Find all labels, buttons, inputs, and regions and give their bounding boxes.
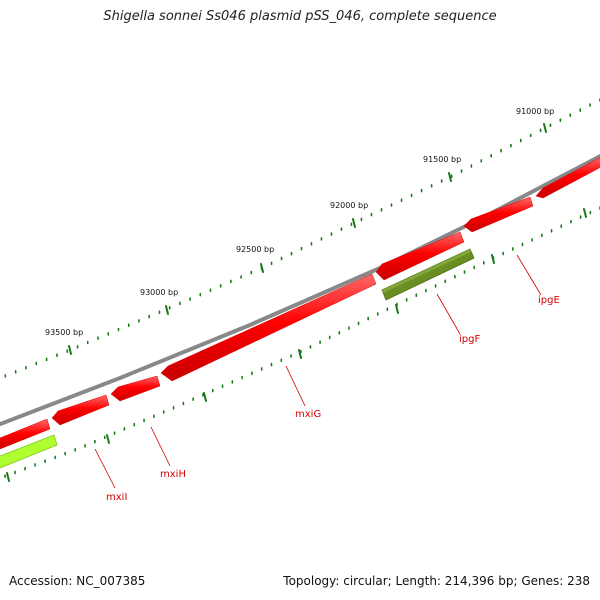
tick-label-93000: 93000 bp xyxy=(140,288,178,297)
gene-box-ipgF-highlight xyxy=(382,249,471,293)
outer-ring-major-tick xyxy=(68,345,72,355)
cds-track xyxy=(0,156,600,451)
tick-label-93500: 93500 bp xyxy=(45,328,83,337)
accession-text: Accession: NC_007385 xyxy=(9,574,146,588)
leader-ipgE xyxy=(516,254,542,296)
inner-ring-major-tick xyxy=(6,472,10,482)
tick-label-92000: 92000 bp xyxy=(330,201,368,210)
gene-arrow-ipgE-b[interactable] xyxy=(463,196,534,233)
leader-mxiH xyxy=(150,426,171,467)
gene-box-ipgF[interactable] xyxy=(381,248,475,301)
tick-labels: 91000 bp 91500 bp 92000 bp 92500 bp 9300… xyxy=(45,107,554,337)
outer-ring-major-tick xyxy=(448,172,452,182)
gene-labels: ipgE ipgF mxiG mxiH mxiI xyxy=(106,295,560,503)
topology-summary-text: Topology: circular; Length: 214,396 bp; … xyxy=(283,574,590,588)
outer-ring-major-tick xyxy=(165,305,169,315)
gene-box-lime[interactable] xyxy=(0,434,58,470)
inner-track xyxy=(0,248,475,470)
gene-arrow-left[interactable] xyxy=(0,418,51,451)
outer-ring-major-tick xyxy=(260,263,264,273)
inner-ring-major-tick xyxy=(395,304,399,314)
gene-arrow-mxiG[interactable] xyxy=(160,273,377,382)
tick-label-91000: 91000 bp xyxy=(516,107,554,116)
inner-ring-major-tick xyxy=(203,392,207,402)
tick-label-92500: 92500 bp xyxy=(236,245,274,254)
gene-arrow-ipgE-a[interactable] xyxy=(535,156,600,199)
leader-mxiG xyxy=(285,365,306,407)
gene-label-ipgF: ipgF xyxy=(459,334,480,345)
outer-ring-major-tick xyxy=(543,123,547,133)
inner-ring-major-tick xyxy=(298,349,302,359)
leader-ipgF xyxy=(436,293,461,335)
map-title: Shigella sonnei Ss046 plasmid pSS_046, c… xyxy=(103,9,497,24)
tick-label-91500: 91500 bp xyxy=(423,155,461,164)
gene-arrow-mxiH[interactable] xyxy=(110,375,161,402)
tick-ring xyxy=(4,98,600,482)
gene-label-mxiH: mxiH xyxy=(160,469,186,480)
gene-arrow-mxiI[interactable] xyxy=(51,394,110,426)
gene-label-ipgE: ipgE xyxy=(538,295,560,306)
outer-ring-major-tick xyxy=(352,218,356,228)
plasmid-backbone xyxy=(0,153,600,427)
inner-ring-major-tick xyxy=(583,208,587,218)
label-leaders xyxy=(94,254,542,489)
leader-mxiI xyxy=(94,448,116,489)
inner-ring-major-tick xyxy=(491,254,495,264)
gene-label-mxiG: mxiG xyxy=(295,409,321,420)
gene-arrow-upstream[interactable] xyxy=(375,231,465,281)
gene-label-mxiI: mxiI xyxy=(106,492,127,503)
inner-ring-major-tick xyxy=(106,434,110,444)
